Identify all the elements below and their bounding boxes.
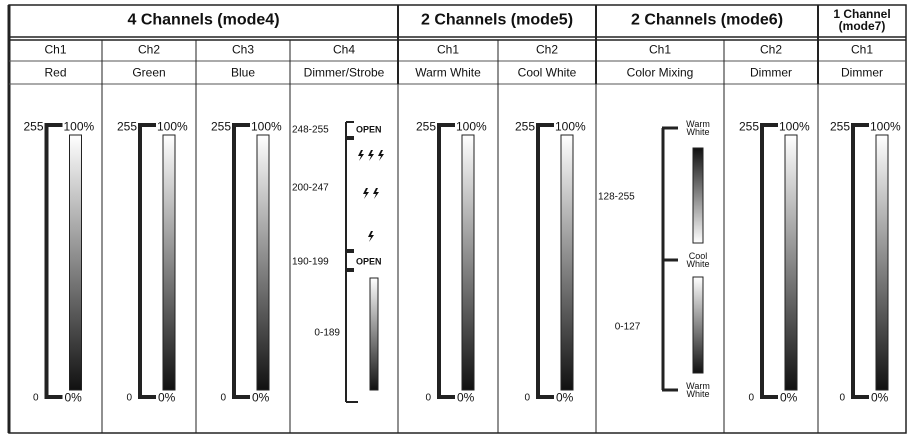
range-label: 0-189 [314,327,340,339]
color-label: Warm White [686,381,710,399]
open-label: OPEN [356,256,382,267]
range-label: 200-247 [292,182,329,194]
scale-min: 0 [425,392,431,404]
open-label: OPEN [356,124,382,135]
scale-min: 0 [839,392,845,404]
scale-min-pct: 0% [158,390,176,405]
strobe-icon [368,231,374,242]
scale-max-pct: 100% [870,119,901,134]
function-label: Cool White [517,65,577,80]
function-label: Dimmer [841,65,883,80]
channel-label: Ch2 [137,42,160,57]
function-label: Dimmer/Strobe [303,65,385,80]
channel-label: Ch1 [436,42,459,57]
scale-min: 0 [748,392,754,404]
scale-min-pct: 0% [457,390,475,405]
function-label: Warm White [415,65,481,80]
scale-min-pct: 0% [780,390,798,405]
level-bar [162,134,176,391]
scale-max-pct: 100% [555,119,586,134]
scale-max: 255 [829,119,850,134]
scale-max: 255 [116,119,137,134]
channel-label: Ch4 [332,42,355,57]
scale-max: 255 [210,119,231,134]
function-label: Blue [230,65,256,80]
range-label: 190-199 [292,256,329,268]
color-label: Warm White [686,119,710,137]
scale-max-pct: 100% [456,119,487,134]
scale-max-pct: 100% [251,119,282,134]
scale-min-pct: 0% [871,390,889,405]
function-label: Dimmer [750,65,792,80]
strobe-icon [378,150,384,161]
scale-max: 255 [23,119,44,134]
level-bar [560,134,574,391]
scale-max: 255 [415,119,436,134]
channel-label: Ch2 [535,42,558,57]
group-title: 2 Channels (mode6) [630,11,784,29]
channel-label: Ch1 [648,42,671,57]
level-bar [875,134,889,391]
scale-min: 0 [524,392,530,404]
scale-min-pct: 0% [252,390,270,405]
scale-max-pct: 100% [157,119,188,134]
level-bar [461,134,475,391]
level-bar [256,134,270,391]
strobe-icon [363,188,369,199]
channel-label: Ch1 [44,42,67,57]
channel-label: Ch1 [850,42,873,57]
level-bar [369,277,379,391]
function-label: Color Mixing [626,65,694,80]
range-label: 0-127 [614,321,641,333]
scale-min: 0 [126,392,132,404]
mix-bar [692,147,704,244]
group-title: 1 Channel (mode7) [833,7,891,33]
range-label: 128-255 [598,191,635,203]
channel-label: Ch2 [759,42,782,57]
level-bar [69,134,82,391]
scale-min-pct: 0% [556,390,574,405]
scale-min: 0 [220,392,226,404]
function-label: Red [44,65,67,80]
level-bar [784,134,798,391]
strobe-icon [368,150,374,161]
scale-min: 0 [32,392,39,404]
function-label: Green [132,65,166,80]
scale-max: 255 [738,119,759,134]
scale-max-pct: 100% [63,119,95,134]
scale-max-pct: 100% [779,119,810,134]
mix-bar [692,276,704,374]
color-label: Cool White [686,251,710,269]
scale-max: 255 [514,119,535,134]
strobe-icon [373,188,379,199]
strobe-icon [358,150,364,161]
range-label: 248-255 [292,124,329,136]
group-title: 4 Channels (mode4) [127,11,280,29]
group-title: 2 Channels (mode5) [420,11,574,29]
channel-label: Ch3 [231,42,254,57]
scale-min-pct: 0% [64,390,82,405]
